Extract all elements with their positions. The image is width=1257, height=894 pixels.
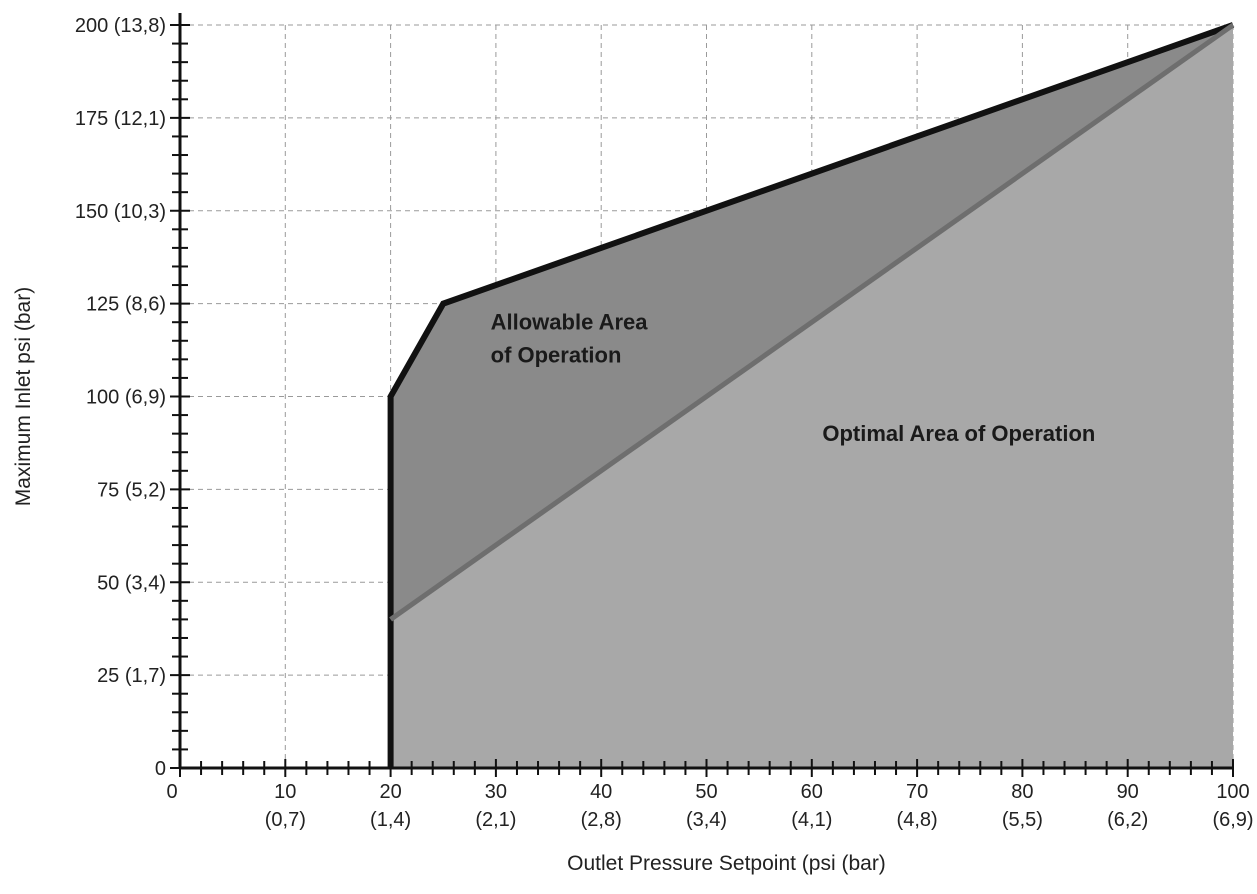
y-tick-label: 125 (8,6) bbox=[86, 294, 166, 316]
optimal-boundary-line bbox=[389, 22, 1235, 622]
y-tick-label: 75 (5,2) bbox=[97, 479, 166, 501]
area-annotation: of Operation bbox=[491, 343, 622, 368]
y-tick-label: 200 (13,8) bbox=[75, 15, 166, 37]
y-tick-label: 175 (12,1) bbox=[75, 108, 166, 130]
x-tick-label: 30 bbox=[485, 781, 507, 803]
areas bbox=[390, 25, 1234, 768]
x-tick-label: 60 bbox=[801, 781, 823, 803]
x-axis-title: Outlet Pressure Setpoint (psi (bar) bbox=[567, 852, 886, 875]
x-tick-label: 40 bbox=[590, 781, 612, 803]
x-tick-sublabel: (2,1) bbox=[475, 809, 516, 831]
x-tick-sublabel: (5,5) bbox=[1002, 809, 1043, 831]
x-tick-label: 10 bbox=[274, 781, 296, 803]
y-axis-title: Maximum Inlet psi (bar) bbox=[12, 287, 35, 506]
y-tick-label: 0 bbox=[155, 758, 166, 780]
x-tick-label: 50 bbox=[695, 781, 717, 803]
y-tick-label: 50 (3,4) bbox=[97, 572, 166, 594]
area-annotation: Optimal Area of Operation bbox=[822, 421, 1095, 446]
x-tick-label: 100 bbox=[1216, 781, 1249, 803]
area-annotation: Allowable Area bbox=[491, 310, 649, 335]
boundary-lines bbox=[387, 22, 1235, 768]
x-tick-sublabel: (4,8) bbox=[897, 809, 938, 831]
y-tick-label: 150 (10,3) bbox=[75, 201, 166, 223]
x-tick-sublabel: (2,8) bbox=[581, 809, 622, 831]
axes bbox=[170, 13, 1234, 777]
x-tick-sublabel: (3,4) bbox=[686, 809, 727, 831]
x-tick-sublabel: (6,2) bbox=[1107, 809, 1148, 831]
x-tick-label: 0 bbox=[166, 781, 177, 803]
x-tick-sublabel: (0,7) bbox=[265, 809, 306, 831]
y-tick-label: 100 (6,9) bbox=[86, 387, 166, 409]
y-tick-label: 25 (1,7) bbox=[97, 665, 166, 687]
labels: 025 (1,7)50 (3,4)75 (5,2)100 (6,9)125 (8… bbox=[12, 15, 1254, 875]
x-tick-label: 20 bbox=[379, 781, 401, 803]
x-tick-label: 80 bbox=[1011, 781, 1033, 803]
x-tick-label: 70 bbox=[906, 781, 928, 803]
x-tick-label: 90 bbox=[1117, 781, 1139, 803]
x-tick-sublabel: (6,9) bbox=[1212, 809, 1253, 831]
area-optimal-area-of-operation bbox=[390, 25, 1234, 768]
allowable-boundary-line bbox=[387, 22, 1234, 768]
x-tick-sublabel: (1,4) bbox=[370, 809, 411, 831]
x-tick-sublabel: (4,1) bbox=[791, 809, 832, 831]
